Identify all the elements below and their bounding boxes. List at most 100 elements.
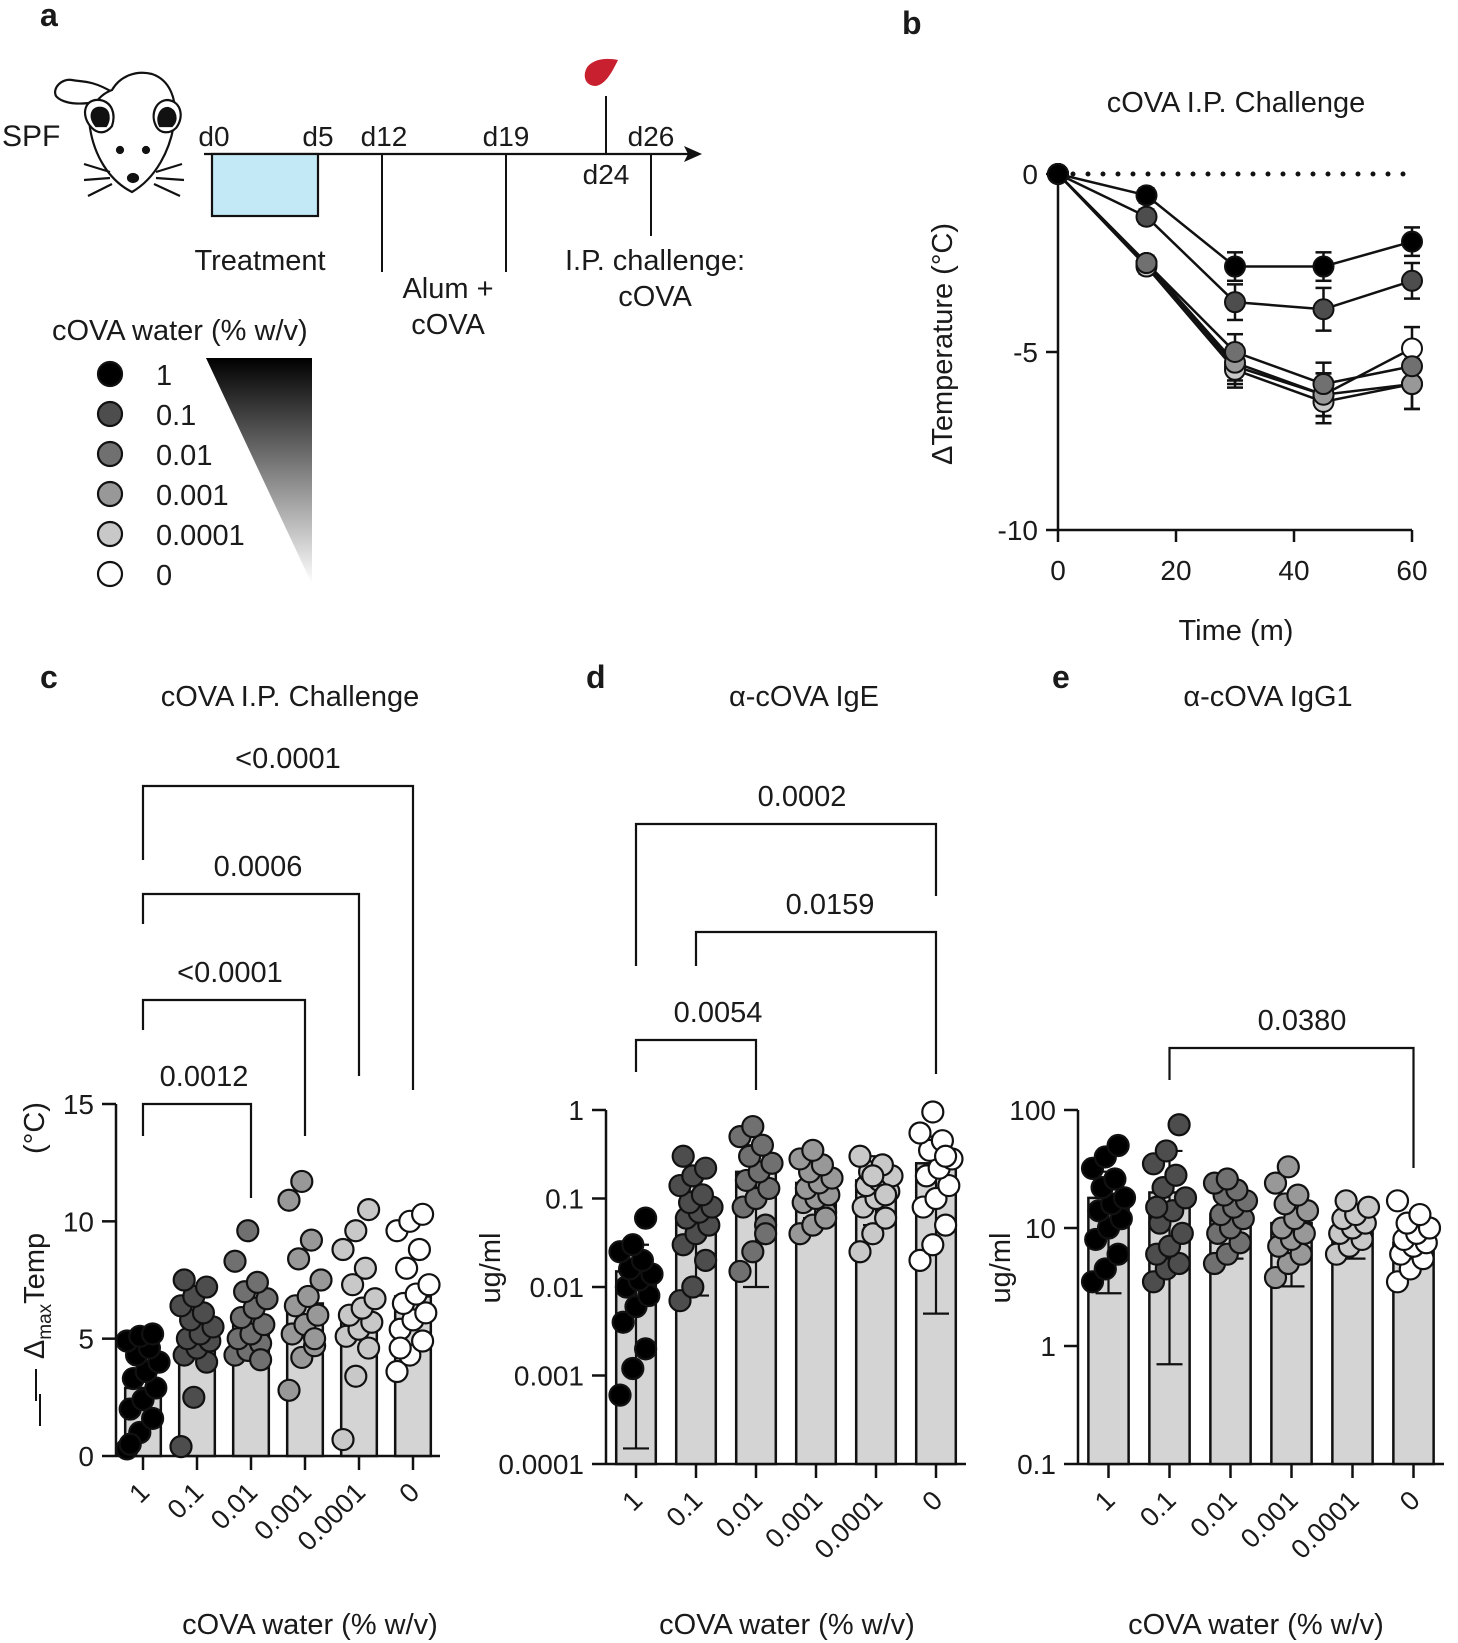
- y-tick-label: 100: [1009, 1095, 1056, 1126]
- data-point: [306, 1303, 330, 1327]
- data-point: [1385, 1189, 1410, 1213]
- legend-label: 0.0001: [156, 520, 245, 552]
- chart-e-title: α-cOVA IgG1: [1183, 681, 1352, 713]
- data-point: [1286, 1183, 1310, 1207]
- data-point: [921, 1233, 945, 1257]
- data-point: [245, 1270, 269, 1294]
- x-tick-label: 1: [123, 1477, 155, 1509]
- data-point: [937, 1173, 961, 1198]
- data-point: [1145, 1195, 1169, 1219]
- p-value-label: 0.0012: [160, 1061, 249, 1093]
- data-point: [848, 1240, 872, 1264]
- y-tick-label: -5: [1013, 337, 1038, 368]
- legend-marker: [96, 560, 124, 588]
- x-tick-label: 0: [1050, 555, 1066, 586]
- data-point: [1103, 1167, 1127, 1191]
- data-point: [331, 1237, 355, 1262]
- chart-c-xlabel: cOVA water (% w/v): [182, 1609, 438, 1641]
- data-point: [933, 1144, 958, 1168]
- p-value-label: <0.0001: [235, 743, 341, 775]
- data-point: [249, 1348, 273, 1372]
- data-point: [633, 1337, 658, 1361]
- data-point: [1154, 1139, 1178, 1163]
- y-tick-label: 0.0001: [498, 1449, 584, 1480]
- y-tick-label: 0.001: [514, 1361, 584, 1392]
- data-point: [873, 1206, 898, 1230]
- data-point: [331, 1427, 355, 1452]
- data-point: [861, 1222, 885, 1246]
- legend-label: 0.01: [156, 440, 212, 472]
- chart-e-xlabel: cOVA water (% w/v): [1128, 1609, 1384, 1641]
- panel-label-b: b: [902, 5, 922, 41]
- data-point: [633, 1206, 658, 1230]
- data-point: [690, 1183, 715, 1207]
- data-point: [1356, 1195, 1381, 1219]
- data-point: [693, 1248, 718, 1272]
- legend-label: 0.1: [156, 400, 196, 432]
- day-d26: d26: [628, 121, 675, 152]
- p-value-label: <0.0001: [177, 957, 283, 989]
- data-point: [172, 1268, 196, 1292]
- x-tick-label: 0: [916, 1485, 948, 1517]
- data-point: [801, 1138, 825, 1162]
- legend: cOVA water (% w/v) 1 0.1 0.01 0.001 0.0001 0: [52, 315, 312, 592]
- data-point: [1276, 1155, 1300, 1179]
- p-value-label: 0.0002: [758, 781, 847, 813]
- x-tick-label: 0: [393, 1477, 425, 1509]
- data-point: [417, 1273, 441, 1297]
- y-tick-label: 0: [78, 1441, 94, 1472]
- y-tick-label: 10: [63, 1206, 94, 1237]
- data-point: [848, 1144, 872, 1168]
- data-point: [341, 1273, 365, 1297]
- significance-bracket: [141, 1102, 253, 1198]
- alum-label-line1: Alum +: [402, 273, 493, 305]
- significance-bracket: [634, 1038, 758, 1090]
- data-point: [1312, 373, 1335, 396]
- data-point: [728, 1259, 752, 1284]
- data-point: [1312, 255, 1335, 278]
- y-tick-label: -10: [998, 515, 1038, 546]
- mouse-label: SPF: [2, 120, 60, 153]
- data-point: [141, 1406, 165, 1431]
- day-d5: d5: [302, 121, 333, 152]
- legend-marker: [96, 440, 124, 468]
- p-value-label: 0.0006: [214, 851, 303, 883]
- alum-label-line2: cOVA: [411, 309, 485, 341]
- data-point: [290, 1169, 314, 1194]
- significance-bracket: [141, 784, 415, 1090]
- legend-label: 0: [156, 560, 172, 592]
- y-tick-label: 0.1: [1017, 1449, 1056, 1480]
- data-point: [741, 1240, 765, 1264]
- data-point: [1224, 255, 1246, 278]
- data-point: [303, 1327, 327, 1351]
- concentration-wedge: [206, 358, 312, 584]
- legend-marker: [96, 360, 124, 388]
- panel-label-d: d: [586, 659, 606, 695]
- data-point: [611, 1310, 635, 1334]
- timeline: d0 d5 d12 d19 d24 d26 Treatment Alum + c…: [194, 58, 745, 341]
- data-point: [1334, 1189, 1358, 1213]
- significance-bracket: [634, 822, 938, 966]
- data-point: [299, 1228, 323, 1252]
- chart-b-ylabel: ΔTemperature (°C): [927, 223, 959, 465]
- data-point: [296, 1284, 320, 1309]
- data-point: [1401, 230, 1423, 253]
- p-value-label: 0.0159: [786, 889, 875, 921]
- data-point: [309, 1268, 333, 1292]
- data-point: [1312, 298, 1335, 321]
- data-point: [873, 1183, 898, 1207]
- significance-bracket: [141, 998, 307, 1136]
- legend-label: 0.001: [156, 480, 229, 512]
- data-point: [395, 1256, 419, 1280]
- p-value-label: 0.0054: [674, 997, 763, 1029]
- data-point: [608, 1383, 632, 1407]
- challenge-label-line1: I.P. challenge:: [565, 245, 745, 277]
- bar: [734, 1170, 778, 1466]
- data-point: [388, 1336, 412, 1360]
- data-point: [753, 1222, 778, 1246]
- data-point: [1408, 1202, 1432, 1227]
- data-point: [357, 1197, 381, 1222]
- data-point: [741, 1114, 765, 1139]
- y-tick-label: 15: [63, 1089, 94, 1120]
- chart-d-title: α-cOVA IgE: [729, 681, 879, 713]
